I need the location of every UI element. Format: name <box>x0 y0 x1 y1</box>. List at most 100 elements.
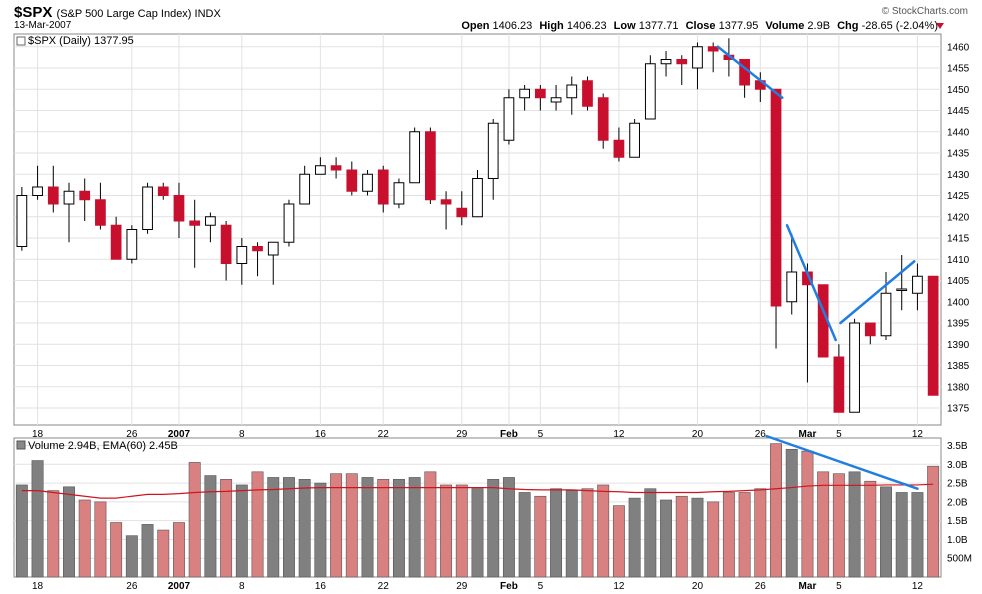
candle-body <box>330 165 342 171</box>
volume-bar <box>125 535 138 578</box>
price-tick-label: 1420 <box>947 212 970 223</box>
price-tick-label: 1415 <box>947 234 970 245</box>
volume-bar <box>911 492 924 578</box>
date-tick-label: 26 <box>755 581 767 592</box>
price-trendline <box>716 45 784 99</box>
date-tick-label: 20 <box>692 429 704 440</box>
price-tick-label: 1450 <box>947 85 970 96</box>
volume-bar <box>188 462 201 578</box>
index-name: (S&P 500 Large Cap Index) INDX <box>56 8 221 20</box>
candle-body <box>597 97 609 141</box>
volume-bar <box>141 524 154 578</box>
price-panel <box>13 33 942 426</box>
date-tick-label: Mar <box>799 581 817 592</box>
candle-body <box>707 46 719 52</box>
chg-value: -28.65 (-2.04%) <box>861 20 938 32</box>
volume-bar <box>691 497 704 578</box>
volume-legend: Volume 2.94B, EMA(60) 2.45B <box>28 440 178 452</box>
price-tick-label: 1455 <box>947 64 970 75</box>
legend-marker <box>16 36 26 46</box>
price-tick-label: 1400 <box>947 297 970 308</box>
candle-body <box>142 186 153 230</box>
candle-body <box>786 271 798 303</box>
volume-label: Volume <box>765 20 805 32</box>
volume-trendline <box>765 434 919 490</box>
volume-bar <box>707 501 720 578</box>
date-tick-label: Mar <box>799 429 817 440</box>
candle-body <box>440 199 452 205</box>
volume-bar <box>235 484 248 578</box>
candle-body <box>770 88 782 307</box>
date-tick-label: 26 <box>755 429 767 440</box>
volume-bar <box>880 486 892 578</box>
volume-bar <box>738 492 751 578</box>
stockcharts-brand[interactable]: © StockCharts.com <box>881 6 968 17</box>
candle-body <box>927 275 939 396</box>
candle-body <box>550 97 562 103</box>
candle-body <box>252 246 263 252</box>
price-trendline <box>785 224 837 342</box>
candle-body <box>16 195 28 247</box>
volume-bar <box>770 443 782 578</box>
volume-tick-label: 1.0B <box>947 535 968 546</box>
price-tick-label: 1410 <box>947 255 970 266</box>
volume-bar <box>330 473 343 578</box>
candle-body <box>95 199 106 226</box>
price-tick-label: 1390 <box>947 340 970 351</box>
volume-bar <box>801 450 814 578</box>
price-legend: $SPX (Daily) 1377.95 <box>28 35 134 47</box>
date-tick-label: 16 <box>315 429 327 440</box>
volume-tick-label: 2.5B <box>947 479 968 490</box>
price-tick-label: 1385 <box>947 361 970 372</box>
price-tick-label: 1460 <box>947 42 970 53</box>
date-tick-label: 12 <box>912 429 924 440</box>
high-label: High <box>539 20 564 32</box>
volume-bar <box>361 477 374 578</box>
candle-body <box>220 224 232 264</box>
date-tick-label: 5 <box>538 429 544 440</box>
volume-bar <box>314 482 327 578</box>
volume-bar <box>722 492 735 578</box>
price-tick-label: 1425 <box>947 191 970 202</box>
date-tick-label: 26 <box>126 429 138 440</box>
date-tick-label: 29 <box>456 581 468 592</box>
date-tick-label: 2007 <box>168 429 191 440</box>
candle-body <box>534 88 546 99</box>
candle-body <box>157 186 169 196</box>
low-label: Low <box>613 20 636 32</box>
volume-bar <box>455 484 468 578</box>
price-trendline <box>839 260 916 325</box>
candle-body <box>503 97 515 141</box>
candle-body <box>189 220 201 226</box>
price-tick-label: 1440 <box>947 127 970 138</box>
candle-body <box>849 322 860 413</box>
candle-body <box>299 173 311 205</box>
candle-body <box>236 246 248 264</box>
date-tick-label: 5 <box>836 429 842 440</box>
volume-value: 2.9B <box>807 20 831 32</box>
volume-bar <box>817 471 830 578</box>
candle-body <box>566 84 578 99</box>
volume-bar <box>675 495 688 578</box>
volume-tick-label: 3.5B <box>947 441 968 452</box>
volume-bar <box>94 501 107 578</box>
candle-body <box>456 207 468 218</box>
candle-body <box>205 216 216 226</box>
candle-body <box>644 63 656 120</box>
volume-bar <box>754 488 767 578</box>
volume-bar <box>345 473 358 578</box>
candle-body <box>692 46 703 69</box>
volume-bar <box>612 505 625 578</box>
volume-tick-label: 3.0B <box>947 460 968 471</box>
volume-bar <box>487 479 500 578</box>
volume-bar <box>63 486 75 578</box>
candle-body <box>660 59 672 65</box>
volume-bar <box>565 490 578 578</box>
volume-bar <box>848 471 861 578</box>
date-tick-label: 16 <box>315 581 327 592</box>
candle-body <box>912 275 923 294</box>
ticker-symbol: $SPX (S&P 500 Large Cap Index) INDX <box>14 4 221 21</box>
candle-body <box>582 80 593 107</box>
candle-body <box>32 186 43 196</box>
close-value: 1377.95 <box>718 20 759 32</box>
